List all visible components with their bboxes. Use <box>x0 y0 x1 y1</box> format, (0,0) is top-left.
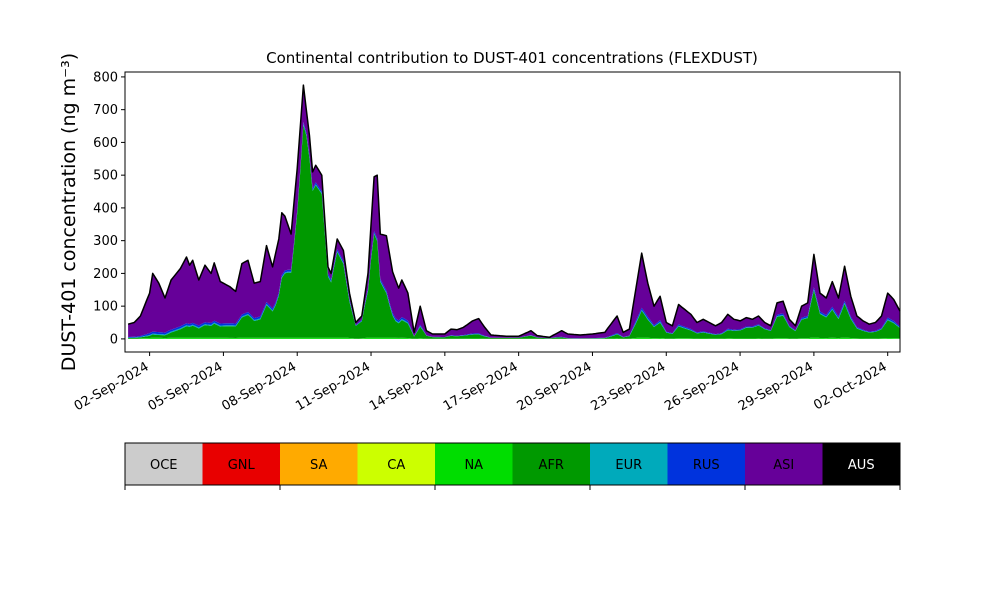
y-tick-label: 700 <box>93 103 118 118</box>
legend-label-na: NA <box>464 458 483 473</box>
y-tick-label: 100 <box>93 300 118 315</box>
axes: 0 100 200 300 400 500 600 700 800 02-Sep-202405-S… <box>72 70 901 414</box>
area-series-asi <box>128 85 901 339</box>
plot-frame <box>124 71 901 353</box>
legend-swatch-na <box>435 443 513 485</box>
y-tick-label: 400 <box>93 201 118 216</box>
x-tick-label: 14-Sep-2024 <box>367 359 447 414</box>
y-tick-label: 500 <box>93 169 118 184</box>
x-tick-label: 17-Sep-2024 <box>441 359 521 414</box>
y-axis-label: DUST-401 concentration (ng m⁻³) <box>58 53 80 371</box>
legend-label-ca: CA <box>387 458 405 473</box>
legend-swatch-ca <box>357 443 435 485</box>
x-tick-label: 23-Sep-2024 <box>588 359 668 414</box>
plot-area <box>127 84 901 339</box>
legend-swatch-aus <box>822 443 900 485</box>
y-tick-label: 200 <box>93 267 118 282</box>
y-tick-label: 800 <box>93 70 118 85</box>
y-tick-label: 300 <box>93 234 118 249</box>
legend-label-rus: RUS <box>693 458 720 473</box>
legend-swatch-rus <box>667 443 745 485</box>
legend-label-eur: EUR <box>615 458 642 473</box>
y-tick-label: 0 <box>110 332 118 347</box>
legend-label-gnl: GNL <box>228 458 256 473</box>
area-series-na <box>128 337 901 339</box>
x-tick-label: 29-Sep-2024 <box>736 359 816 414</box>
x-tick-label: 05-Sep-2024 <box>146 359 226 414</box>
legend-label-asi: ASI <box>773 458 794 473</box>
area-series-afr <box>128 124 901 339</box>
legend-swatch-eur <box>590 443 668 485</box>
total-outline-line <box>127 84 901 339</box>
legend-swatch-oce <box>125 443 203 485</box>
legend-label-sa: SA <box>310 458 327 473</box>
legend-swatch-sa <box>280 443 358 485</box>
legend-label-oce: OCE <box>150 458 178 473</box>
legend-colorbar: OCE GNL SA CA NA AFR EUR RUS ASI AUS <box>124 442 901 490</box>
x-tick-label: 20-Sep-2024 <box>515 359 595 414</box>
legend-label-aus: AUS <box>848 458 875 473</box>
legend-swatch-gnl <box>202 443 280 485</box>
x-tick-label: 08-Sep-2024 <box>219 359 299 414</box>
x-tick-label: 26-Sep-2024 <box>662 359 742 414</box>
x-tick-label: 02-Sep-2024 <box>72 359 152 414</box>
legend-swatch-asi <box>745 443 823 485</box>
x-tick-label: 02-Oct-2024 <box>811 359 889 413</box>
x-tick-label: 11-Sep-2024 <box>293 359 373 414</box>
legend-frame <box>124 442 901 486</box>
legend-swatch-afr <box>512 443 590 485</box>
legend-label-afr: AFR <box>539 458 564 473</box>
y-tick-label: 600 <box>93 136 118 151</box>
chart-title: Continental contribution to DUST-401 con… <box>266 49 758 67</box>
